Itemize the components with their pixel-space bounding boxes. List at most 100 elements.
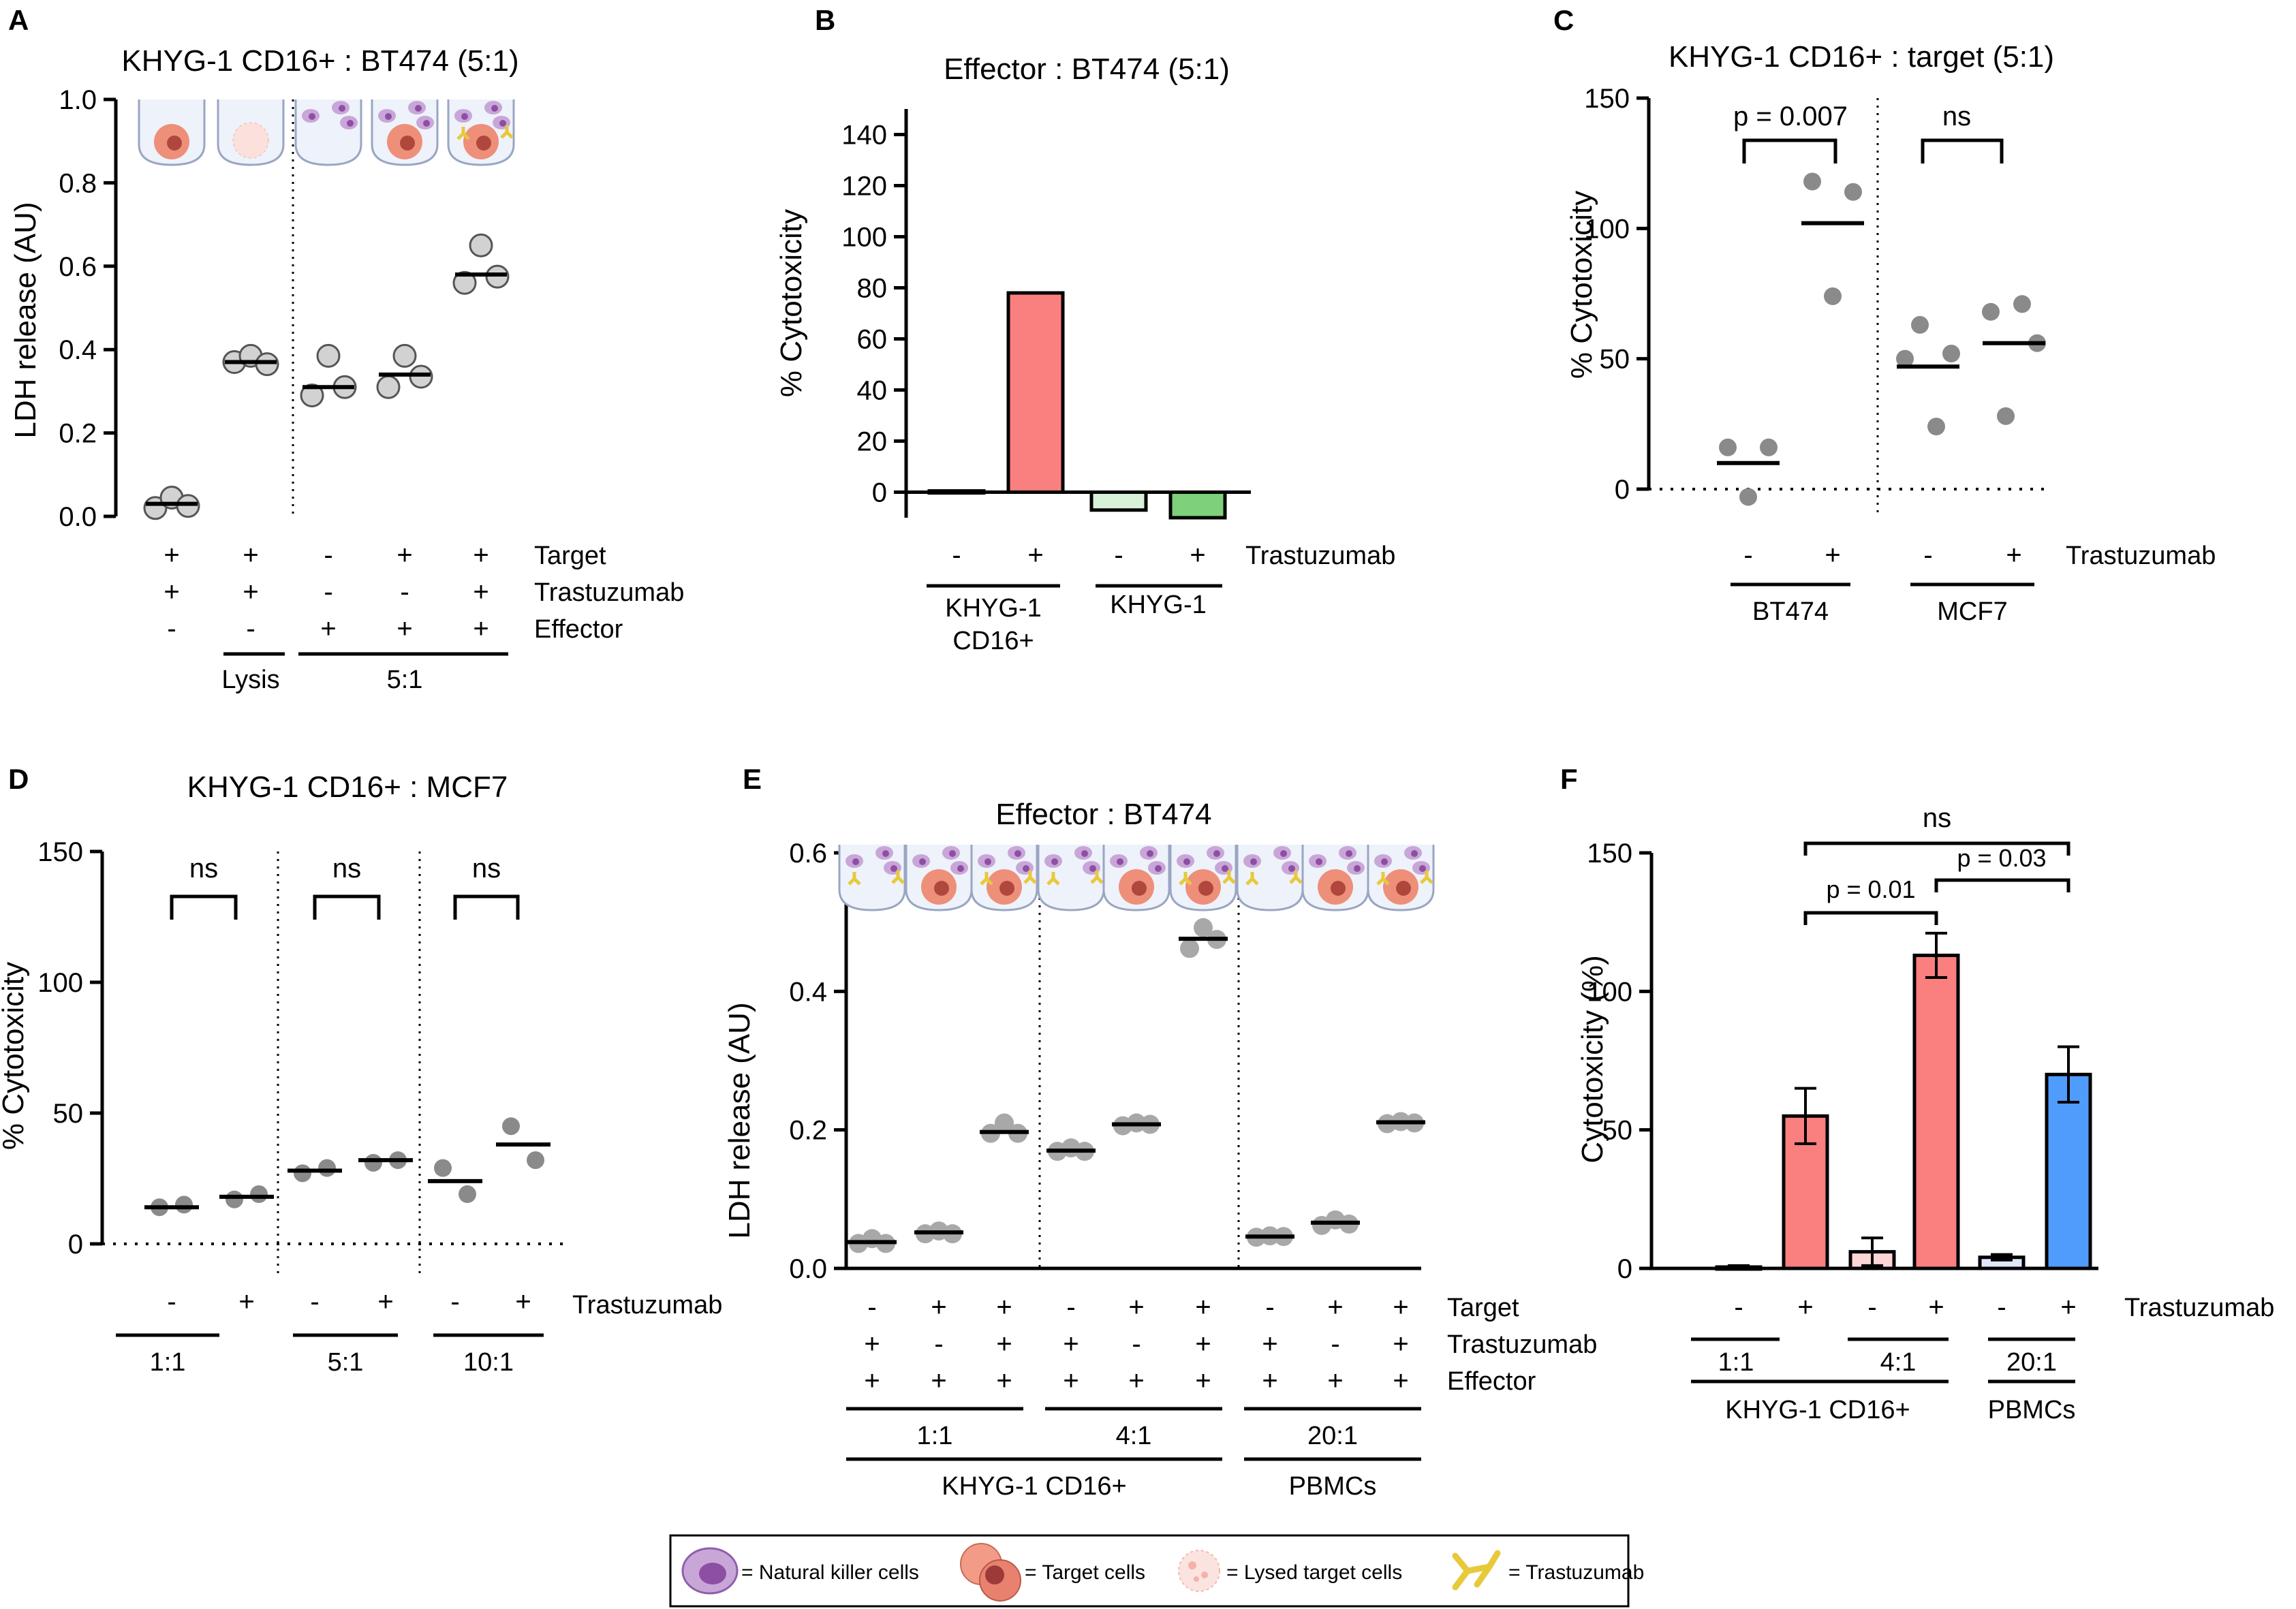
target-nucleus-icon bbox=[1331, 881, 1346, 896]
target-nucleus-icon bbox=[1132, 881, 1147, 896]
nk-nucleus-icon bbox=[1411, 850, 1418, 857]
panel-a-condition-sign: + bbox=[473, 540, 488, 570]
panel-a-condition-sign: + bbox=[473, 577, 488, 607]
nk-nucleus-icon bbox=[423, 120, 430, 127]
panel-c-pvalue: p = 0.007 bbox=[1733, 101, 1848, 131]
panel-c-sig-bracket-2 bbox=[1921, 138, 2004, 163]
target-nucleus-icon bbox=[1198, 881, 1213, 896]
well-icon bbox=[1236, 845, 1304, 911]
panel-f|5-ytick-label: 150 bbox=[1587, 839, 1632, 869]
panel-e-condition-sign: - bbox=[1132, 1329, 1141, 1359]
panel-d-xlabel: Trastuzumab bbox=[572, 1291, 722, 1319]
nk-nucleus-icon bbox=[1419, 865, 1426, 872]
nk-nucleus-icon bbox=[309, 113, 315, 120]
nk-nucleus-icon bbox=[461, 113, 468, 120]
panel-c|2-ytick-label: 150 bbox=[1584, 84, 1630, 114]
panel-e-point bbox=[1180, 939, 1199, 958]
target-nucleus-icon bbox=[167, 136, 182, 151]
nk-nucleus-icon bbox=[882, 850, 889, 857]
legend: = Natural killer cells = Target cells = … bbox=[669, 1534, 1644, 1608]
panel-e-well-7 bbox=[1236, 845, 1304, 911]
panel-b-group-1b: CD16+ bbox=[952, 627, 1034, 655]
panel-a-well-3 bbox=[294, 99, 362, 166]
panel-c-point bbox=[1927, 418, 1945, 436]
panel-a-row-target: Target bbox=[534, 542, 606, 570]
panel-e|4-ytick-label: 0.6 bbox=[789, 839, 827, 869]
panel-f-xlabel: Trastuzumab bbox=[2124, 1294, 2274, 1322]
panel-e-condition-sign: + bbox=[996, 1366, 1012, 1396]
nk-nucleus-icon bbox=[1155, 865, 1162, 872]
panel-e-condition-sign: - bbox=[1066, 1292, 1075, 1322]
panel-f-sig-bracket-1 bbox=[1803, 911, 1938, 925]
nk-nucleus-icon bbox=[491, 105, 498, 112]
nk-nucleus-icon bbox=[1381, 858, 1388, 865]
panel-letter-e: E bbox=[743, 763, 762, 795]
panel-d-trastuzumab-sign: - bbox=[167, 1287, 176, 1317]
panel-a-condition-sign: + bbox=[243, 577, 258, 607]
panel-e-point bbox=[995, 1113, 1014, 1133]
panel-b-group-1a: KHYG-1 bbox=[945, 594, 1041, 623]
panel-e-condition-sign: + bbox=[864, 1329, 880, 1359]
panel-d: D KHYG-1 CD16+ : MCF7 % Cytotoxicity 0 50… bbox=[0, 763, 722, 1377]
antibody-icon bbox=[1222, 871, 1236, 884]
well-icon bbox=[1037, 845, 1105, 911]
panel-d-trastuzumab-sign: - bbox=[450, 1287, 459, 1317]
panel-a-well-1 bbox=[138, 99, 206, 166]
panel-letter-d: D bbox=[8, 763, 29, 795]
panel-e-row-trastuzumab: Trastuzumab bbox=[1447, 1330, 1597, 1359]
panel-d-group-3: 10:1 bbox=[463, 1348, 514, 1377]
panel-e|4-ytick-label: 0.0 bbox=[789, 1254, 827, 1284]
nk-nucleus-icon bbox=[1288, 865, 1295, 872]
panel-e-group-4: KHYG-1 CD16+ bbox=[942, 1472, 1126, 1501]
panel-b|1-ytick-label: 40 bbox=[857, 376, 888, 406]
panel-d-ns: ns bbox=[332, 854, 361, 884]
panel-d-ns: ns bbox=[189, 854, 218, 884]
panel-e-point bbox=[1194, 918, 1213, 937]
panel-e-group-5: PBMCs bbox=[1289, 1472, 1377, 1501]
panel-d-point bbox=[294, 1164, 311, 1183]
panel-b|1-ytick-label: 0 bbox=[872, 478, 887, 508]
panel-f-trastuzumab-sign: - bbox=[1734, 1292, 1743, 1322]
panel-a-condition-sign: - bbox=[324, 577, 332, 607]
panel-letter-c: C bbox=[1553, 4, 1574, 36]
panel-c-point bbox=[1911, 315, 1929, 334]
panel-f-trastuzumab-sign: - bbox=[1867, 1292, 1876, 1322]
panel-b-bar bbox=[927, 489, 986, 495]
panel-e-condition-sign: + bbox=[1128, 1366, 1144, 1396]
panel-a-well-4 bbox=[371, 99, 439, 166]
panel-d|3-ytick-label: 100 bbox=[37, 968, 83, 998]
antibody-icon bbox=[1023, 871, 1037, 884]
panel-a|0-ytick-label: 0.0 bbox=[59, 502, 97, 532]
nk-nucleus-icon bbox=[339, 105, 345, 112]
panel-c-point bbox=[1739, 488, 1757, 506]
panel-c-ylabel: % Cytotoxicity bbox=[1565, 191, 1598, 379]
panel-a-condition-sign: + bbox=[397, 614, 412, 644]
panel-c-point bbox=[1844, 183, 1862, 201]
panel-e-group-3: 20:1 bbox=[1307, 1422, 1358, 1450]
panel-d-trastuzumab-sign: - bbox=[310, 1287, 319, 1317]
nk-nucleus-icon bbox=[1023, 865, 1029, 872]
panel-d-point bbox=[527, 1151, 544, 1170]
panel-d-ns: ns bbox=[472, 854, 501, 884]
panel-a-well-5 bbox=[447, 99, 515, 166]
nk-nucleus-icon bbox=[1222, 865, 1228, 872]
panel-d-trastuzumab-sign: + bbox=[515, 1287, 531, 1317]
panel-c-title: KHYG-1 CD16+ : target (5:1) bbox=[1669, 40, 2054, 74]
panel-a-condition-sign: + bbox=[320, 614, 336, 644]
panel-a-point bbox=[255, 352, 279, 377]
nk-nucleus-icon bbox=[415, 105, 422, 112]
nk-nucleus-icon bbox=[1183, 858, 1190, 865]
panel-a-point bbox=[300, 384, 324, 408]
antibody-icon bbox=[500, 125, 514, 139]
panel-a-condition-sign: + bbox=[243, 540, 258, 570]
panel-a|0-ytick-label: 0.6 bbox=[59, 252, 97, 282]
panel-e-condition-sign: - bbox=[1331, 1329, 1339, 1359]
antibody-icon bbox=[1420, 871, 1433, 884]
panel-d-point bbox=[502, 1117, 520, 1136]
nk-nucleus-icon bbox=[919, 858, 926, 865]
panel-e-condition-sign: + bbox=[1195, 1329, 1211, 1359]
panel-a: A KHYG-1 CD16+ : BT474 (5:1) LDH release… bbox=[8, 4, 684, 694]
panel-letter-a: A bbox=[8, 4, 29, 36]
